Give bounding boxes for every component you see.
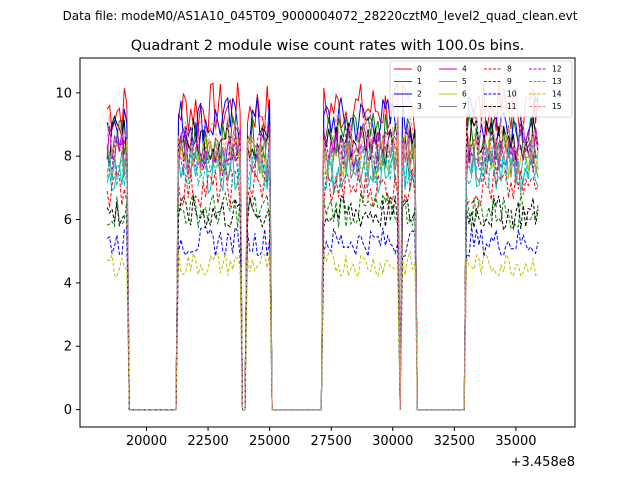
x-offset-label: +3.458e8 (511, 455, 575, 470)
legend-label-6: 6 (462, 90, 467, 99)
legend-label-9: 9 (507, 77, 512, 86)
y-tick-label: 6 (64, 213, 72, 228)
plot-frame (79, 57, 576, 428)
series-line-13 (106, 143, 539, 411)
legend-label-10: 10 (507, 90, 517, 99)
plot-background (80, 58, 575, 427)
y-tick-label: 4 (64, 276, 72, 291)
legend-label-5: 5 (462, 77, 467, 86)
legend-label-7: 7 (462, 102, 467, 111)
legend-label-11: 11 (507, 102, 517, 111)
legend-label-2: 2 (417, 90, 422, 99)
legend-label-8: 8 (507, 65, 512, 74)
x-tick-label: 30000 (372, 434, 413, 449)
series-line-14 (106, 250, 539, 411)
legend-label-14: 14 (552, 90, 562, 99)
x-tick-label: 27500 (311, 434, 352, 449)
chart-title: Quadrant 2 module wise count rates with … (131, 38, 525, 54)
legend-label-3: 3 (417, 102, 422, 111)
x-tick-label: 20000 (126, 434, 167, 449)
series-line-15 (106, 112, 539, 411)
y-tick-label: 0 (64, 403, 72, 418)
series-line-8 (106, 167, 539, 411)
chart-suptitle: Data file: modeM0/AS1A10_045T09_90000040… (63, 9, 578, 23)
x-tick-label: 22500 (187, 434, 228, 449)
legend-label-4: 4 (462, 65, 467, 74)
ticks-layer: 20000 22500 25000 27500 30000 32500 35000 0 2 4 6 8… (55, 86, 536, 449)
y-tick-label: 8 (64, 150, 72, 165)
legend-frame (389, 60, 573, 118)
y-tick-label: 2 (64, 340, 72, 355)
x-tick-label: 35000 (495, 434, 536, 449)
legend-label-0: 0 (417, 65, 422, 74)
series-layer (106, 82, 539, 411)
legend-label-12: 12 (552, 65, 562, 74)
legend-label-13: 13 (552, 77, 562, 86)
x-tick-label: 25000 (249, 434, 290, 449)
y-tick-label: 10 (55, 86, 72, 101)
legend-label-1: 1 (417, 77, 422, 86)
legend-label-15: 15 (552, 102, 562, 111)
x-tick-label: 32500 (434, 434, 475, 449)
